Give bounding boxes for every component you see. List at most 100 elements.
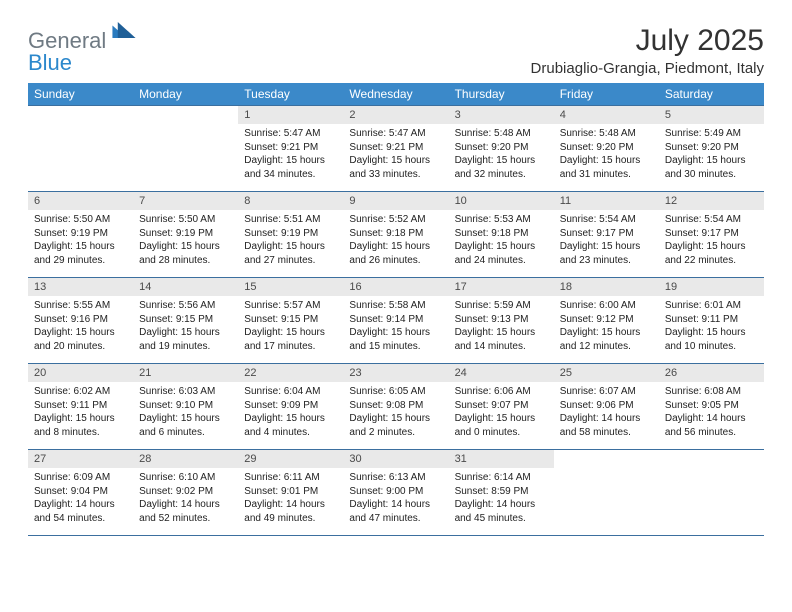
day-number: 16: [343, 278, 448, 296]
calendar-week-row: 6Sunrise: 5:50 AMSunset: 9:19 PMDaylight…: [28, 192, 764, 278]
day-number: 21: [133, 364, 238, 382]
day-detail: Sunrise: 6:01 AMSunset: 9:11 PMDaylight:…: [659, 296, 764, 357]
calendar-day-cell: 20Sunrise: 6:02 AMSunset: 9:11 PMDayligh…: [28, 364, 133, 450]
calendar-day-cell: 15Sunrise: 5:57 AMSunset: 9:15 PMDayligh…: [238, 278, 343, 364]
day-detail: Sunrise: 5:50 AMSunset: 9:19 PMDaylight:…: [28, 210, 133, 271]
calendar-day-cell: 5Sunrise: 5:49 AMSunset: 9:20 PMDaylight…: [659, 106, 764, 192]
title-block: July 2025 Drubiaglio-Grangia, Piedmont, …: [531, 24, 764, 77]
day-number: 5: [659, 106, 764, 124]
day-detail: Sunrise: 6:13 AMSunset: 9:00 PMDaylight:…: [343, 468, 448, 529]
day-number: 24: [449, 364, 554, 382]
calendar-week-row: 27Sunrise: 6:09 AMSunset: 9:04 PMDayligh…: [28, 450, 764, 536]
day-detail: Sunrise: 5:54 AMSunset: 9:17 PMDaylight:…: [554, 210, 659, 271]
day-detail: Sunrise: 5:58 AMSunset: 9:14 PMDaylight:…: [343, 296, 448, 357]
calendar-day-cell: 18Sunrise: 6:00 AMSunset: 9:12 PMDayligh…: [554, 278, 659, 364]
calendar-day-cell: 16Sunrise: 5:58 AMSunset: 9:14 PMDayligh…: [343, 278, 448, 364]
day-detail: Sunrise: 6:11 AMSunset: 9:01 PMDaylight:…: [238, 468, 343, 529]
day-number: 27: [28, 450, 133, 468]
day-number: 12: [659, 192, 764, 210]
day-number: 23: [343, 364, 448, 382]
day-detail: Sunrise: 6:10 AMSunset: 9:02 PMDaylight:…: [133, 468, 238, 529]
calendar-day-cell: 29Sunrise: 6:11 AMSunset: 9:01 PMDayligh…: [238, 450, 343, 536]
day-number: 1: [238, 106, 343, 124]
day-detail: Sunrise: 6:00 AMSunset: 9:12 PMDaylight:…: [554, 296, 659, 357]
day-detail: Sunrise: 5:53 AMSunset: 9:18 PMDaylight:…: [449, 210, 554, 271]
day-detail: Sunrise: 5:59 AMSunset: 9:13 PMDaylight:…: [449, 296, 554, 357]
weekday-header-row: SundayMondayTuesdayWednesdayThursdayFrid…: [28, 83, 764, 106]
weekday-header: Wednesday: [343, 83, 448, 106]
day-detail: Sunrise: 6:05 AMSunset: 9:08 PMDaylight:…: [343, 382, 448, 443]
day-detail: Sunrise: 6:02 AMSunset: 9:11 PMDaylight:…: [28, 382, 133, 443]
calendar-day-cell: 14Sunrise: 5:56 AMSunset: 9:15 PMDayligh…: [133, 278, 238, 364]
day-number: 26: [659, 364, 764, 382]
day-number: 14: [133, 278, 238, 296]
weekday-header: Monday: [133, 83, 238, 106]
day-number: 6: [28, 192, 133, 210]
day-detail: Sunrise: 6:06 AMSunset: 9:07 PMDaylight:…: [449, 382, 554, 443]
location-label: Drubiaglio-Grangia, Piedmont, Italy: [531, 60, 764, 77]
calendar-empty-cell: [554, 450, 659, 536]
calendar-week-row: 1Sunrise: 5:47 AMSunset: 9:21 PMDaylight…: [28, 106, 764, 192]
calendar-day-cell: 27Sunrise: 6:09 AMSunset: 9:04 PMDayligh…: [28, 450, 133, 536]
day-number: 11: [554, 192, 659, 210]
calendar-day-cell: 24Sunrise: 6:06 AMSunset: 9:07 PMDayligh…: [449, 364, 554, 450]
calendar-day-cell: 10Sunrise: 5:53 AMSunset: 9:18 PMDayligh…: [449, 192, 554, 278]
day-detail: Sunrise: 6:14 AMSunset: 8:59 PMDaylight:…: [449, 468, 554, 529]
day-number: 7: [133, 192, 238, 210]
logo-text-blue: Blue: [28, 50, 136, 76]
day-detail: Sunrise: 6:07 AMSunset: 9:06 PMDaylight:…: [554, 382, 659, 443]
calendar-day-cell: 11Sunrise: 5:54 AMSunset: 9:17 PMDayligh…: [554, 192, 659, 278]
calendar-day-cell: 31Sunrise: 6:14 AMSunset: 8:59 PMDayligh…: [449, 450, 554, 536]
day-number: 31: [449, 450, 554, 468]
calendar-day-cell: 17Sunrise: 5:59 AMSunset: 9:13 PMDayligh…: [449, 278, 554, 364]
day-number: 18: [554, 278, 659, 296]
day-number: 17: [449, 278, 554, 296]
day-number: 3: [449, 106, 554, 124]
day-number: 28: [133, 450, 238, 468]
day-number: 25: [554, 364, 659, 382]
logo: General Blue: [28, 24, 136, 76]
day-number: 15: [238, 278, 343, 296]
day-detail: Sunrise: 5:56 AMSunset: 9:15 PMDaylight:…: [133, 296, 238, 357]
calendar-empty-cell: [133, 106, 238, 192]
day-number: 13: [28, 278, 133, 296]
weekday-header: Sunday: [28, 83, 133, 106]
day-detail: Sunrise: 5:54 AMSunset: 9:17 PMDaylight:…: [659, 210, 764, 271]
calendar-day-cell: 4Sunrise: 5:48 AMSunset: 9:20 PMDaylight…: [554, 106, 659, 192]
calendar-day-cell: 23Sunrise: 6:05 AMSunset: 9:08 PMDayligh…: [343, 364, 448, 450]
day-number: 8: [238, 192, 343, 210]
calendar-day-cell: 12Sunrise: 5:54 AMSunset: 9:17 PMDayligh…: [659, 192, 764, 278]
day-detail: Sunrise: 5:48 AMSunset: 9:20 PMDaylight:…: [449, 124, 554, 185]
day-detail: Sunrise: 6:08 AMSunset: 9:05 PMDaylight:…: [659, 382, 764, 443]
calendar-day-cell: 26Sunrise: 6:08 AMSunset: 9:05 PMDayligh…: [659, 364, 764, 450]
calendar-week-row: 13Sunrise: 5:55 AMSunset: 9:16 PMDayligh…: [28, 278, 764, 364]
day-detail: Sunrise: 6:03 AMSunset: 9:10 PMDaylight:…: [133, 382, 238, 443]
calendar-week-row: 20Sunrise: 6:02 AMSunset: 9:11 PMDayligh…: [28, 364, 764, 450]
day-number: 22: [238, 364, 343, 382]
calendar-day-cell: 25Sunrise: 6:07 AMSunset: 9:06 PMDayligh…: [554, 364, 659, 450]
day-detail: Sunrise: 5:48 AMSunset: 9:20 PMDaylight:…: [554, 124, 659, 185]
day-number: 4: [554, 106, 659, 124]
calendar-day-cell: 30Sunrise: 6:13 AMSunset: 9:00 PMDayligh…: [343, 450, 448, 536]
calendar-day-cell: 1Sunrise: 5:47 AMSunset: 9:21 PMDaylight…: [238, 106, 343, 192]
calendar-table: SundayMondayTuesdayWednesdayThursdayFrid…: [28, 83, 764, 536]
calendar-empty-cell: [28, 106, 133, 192]
calendar-empty-cell: [659, 450, 764, 536]
day-number: 10: [449, 192, 554, 210]
day-detail: Sunrise: 5:51 AMSunset: 9:19 PMDaylight:…: [238, 210, 343, 271]
calendar-day-cell: 7Sunrise: 5:50 AMSunset: 9:19 PMDaylight…: [133, 192, 238, 278]
calendar-day-cell: 2Sunrise: 5:47 AMSunset: 9:21 PMDaylight…: [343, 106, 448, 192]
day-detail: Sunrise: 6:04 AMSunset: 9:09 PMDaylight:…: [238, 382, 343, 443]
calendar-day-cell: 6Sunrise: 5:50 AMSunset: 9:19 PMDaylight…: [28, 192, 133, 278]
calendar-day-cell: 28Sunrise: 6:10 AMSunset: 9:02 PMDayligh…: [133, 450, 238, 536]
day-detail: Sunrise: 5:50 AMSunset: 9:19 PMDaylight:…: [133, 210, 238, 271]
logo-triangle-icon: [112, 22, 136, 38]
day-detail: Sunrise: 6:09 AMSunset: 9:04 PMDaylight:…: [28, 468, 133, 529]
calendar-day-cell: 19Sunrise: 6:01 AMSunset: 9:11 PMDayligh…: [659, 278, 764, 364]
day-detail: Sunrise: 5:49 AMSunset: 9:20 PMDaylight:…: [659, 124, 764, 185]
weekday-header: Tuesday: [238, 83, 343, 106]
day-detail: Sunrise: 5:55 AMSunset: 9:16 PMDaylight:…: [28, 296, 133, 357]
day-detail: Sunrise: 5:47 AMSunset: 9:21 PMDaylight:…: [238, 124, 343, 185]
day-detail: Sunrise: 5:57 AMSunset: 9:15 PMDaylight:…: [238, 296, 343, 357]
calendar-day-cell: 9Sunrise: 5:52 AMSunset: 9:18 PMDaylight…: [343, 192, 448, 278]
